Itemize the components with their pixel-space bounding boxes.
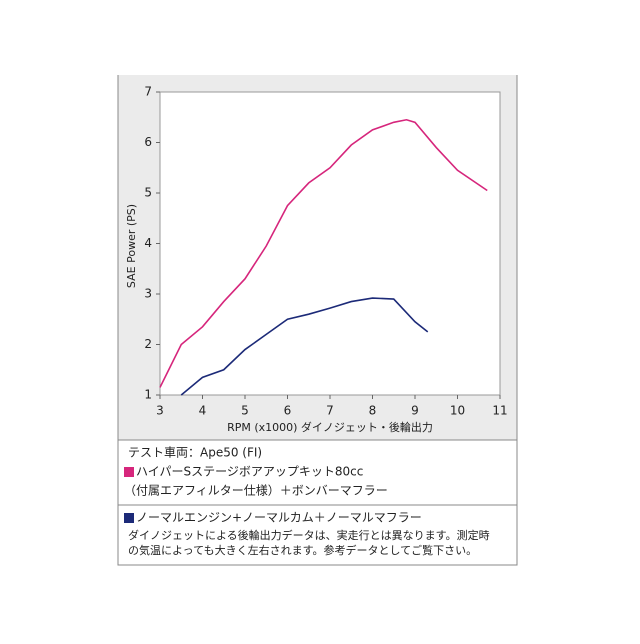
series-line bbox=[180, 297, 429, 396]
legend-label: ノーマルエンジン+ノーマルカム＋ノーマルマフラー bbox=[136, 511, 422, 525]
x-tick-label: 3 bbox=[156, 404, 164, 418]
legend-swatch bbox=[124, 467, 134, 477]
test-vehicle: テスト車両：Ape50 (FI) bbox=[128, 446, 262, 460]
footnote: の気温によっても大きく左右されます。参考データとしてご覧下さい。 bbox=[128, 543, 477, 557]
x-tick-label: 10 bbox=[450, 404, 465, 418]
x-tick-label: 11 bbox=[492, 404, 507, 418]
y-tick-label: 6 bbox=[144, 135, 152, 149]
legend-panel bbox=[117, 439, 518, 566]
x-tick-label: 4 bbox=[199, 404, 207, 418]
x-tick-label: 5 bbox=[241, 404, 249, 418]
x-tick-label: 9 bbox=[411, 404, 419, 418]
series-line bbox=[159, 118, 488, 388]
legend-label: ハイパーSステージボアアップキット80cc bbox=[136, 465, 363, 479]
legend-swatch bbox=[124, 513, 134, 523]
y-tick-label: 3 bbox=[144, 287, 152, 301]
y-tick-label: 7 bbox=[144, 85, 152, 99]
x-tick-label: 7 bbox=[326, 404, 334, 418]
y-tick-label: 5 bbox=[144, 186, 152, 200]
y-tick-label: 4 bbox=[144, 236, 152, 250]
x-tick-label: 6 bbox=[284, 404, 292, 418]
y-tick-label: 2 bbox=[144, 337, 152, 351]
y-tick-label: 1 bbox=[144, 388, 152, 402]
y-axis-label: SAE Power (PS) bbox=[125, 204, 138, 288]
legend-detail: （付属エアフィルター仕様）＋ボンバーマフラー bbox=[124, 484, 388, 498]
footnote: ダイノジェットによる後輪出力データは、実走行とは異なります。測定時 bbox=[128, 528, 490, 542]
plot-area bbox=[159, 91, 501, 396]
x-axis-label: RPM (x1000) ダイノジェット・後輪出力 bbox=[227, 420, 433, 434]
x-tick-label: 8 bbox=[369, 404, 377, 418]
